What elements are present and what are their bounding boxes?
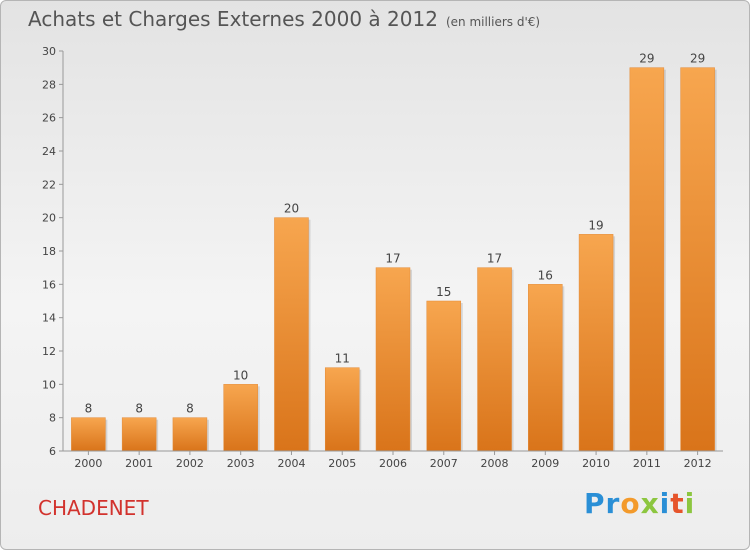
x-tick-label: 2012 — [684, 457, 712, 470]
y-tick-label: 30 — [42, 45, 56, 58]
data-label: 8 — [186, 402, 194, 416]
bar — [223, 384, 258, 452]
bar — [324, 367, 360, 452]
bar — [629, 67, 665, 452]
x-tick-label: 2007 — [430, 457, 458, 470]
y-tick-label: 6 — [49, 445, 56, 458]
x-tick-label: 2004 — [277, 457, 305, 470]
bar — [274, 217, 309, 452]
data-label: 8 — [135, 402, 143, 416]
bars — [71, 67, 717, 452]
logo-letter: i — [684, 487, 696, 520]
x-tick-label: 2010 — [582, 457, 610, 470]
proxiti-logo: Proxiti — [584, 487, 695, 520]
logo-letter: x — [640, 487, 660, 520]
unit-label: (en milliers d'€) — [445, 15, 541, 29]
y-tick-label: 10 — [42, 378, 56, 391]
bar — [121, 417, 157, 452]
y-tick-label: 18 — [42, 245, 56, 258]
logo-letter: t — [670, 487, 685, 520]
data-label: 15 — [436, 285, 451, 299]
x-tick-label: 2000 — [74, 457, 102, 470]
bar — [375, 267, 411, 452]
data-label: 16 — [538, 268, 553, 282]
x-tick-label: 2005 — [328, 457, 356, 470]
data-label: 11 — [335, 352, 350, 366]
y-tick-label: 8 — [49, 412, 56, 425]
title-text: Achats et Charges Externes 2000 à 2012 — [28, 7, 438, 31]
x-tick-label: 2011 — [633, 457, 661, 470]
x-tick-label: 2008 — [481, 457, 509, 470]
bar — [71, 417, 106, 452]
data-label: 29 — [639, 52, 654, 66]
data-label: 17 — [487, 252, 502, 266]
y-axis: 6 8 10 12 14 16 18 20 22 24 26 28 30 — [42, 45, 64, 458]
bar — [477, 267, 512, 452]
y-tick-label: 14 — [42, 312, 56, 325]
bar — [172, 417, 208, 452]
logo-letter: o — [620, 487, 641, 520]
x-tick-label: 2002 — [176, 457, 204, 470]
x-tick-label: 2001 — [125, 457, 153, 470]
bar — [680, 67, 715, 452]
bar — [578, 234, 614, 452]
data-label: 17 — [385, 252, 400, 266]
data-labels: 8 8 8 10 20 11 17 15 17 16 19 29 29 — [85, 52, 706, 416]
y-tick-label: 20 — [42, 212, 56, 225]
data-label: 29 — [690, 52, 705, 66]
data-label: 20 — [284, 202, 299, 216]
y-tick-label: 26 — [42, 112, 56, 125]
logo-letter: r — [605, 487, 621, 520]
bar — [426, 300, 462, 452]
y-tick-label: 22 — [42, 178, 56, 191]
logo-letter: i — [659, 487, 671, 520]
x-tick-label: 2003 — [227, 457, 255, 470]
logo-letter: P — [584, 487, 606, 520]
city-name: CHADENET — [38, 496, 149, 520]
chart-title: Achats et Charges Externes 2000 à 2012 (e… — [28, 7, 540, 31]
x-tick-label: 2009 — [531, 457, 559, 470]
x-axis: 2000 2001 2002 2003 2004 2005 2006 2007 2008 2009… — [63, 450, 723, 470]
data-label: 19 — [588, 218, 603, 232]
x-tick-label: 2006 — [379, 457, 407, 470]
bar — [528, 284, 563, 452]
y-tick-label: 12 — [42, 345, 56, 358]
y-tick-label: 24 — [42, 145, 56, 158]
y-tick-label: 16 — [42, 278, 56, 291]
data-label: 10 — [233, 368, 248, 382]
y-tick-label: 28 — [42, 78, 56, 91]
data-label: 8 — [85, 402, 93, 416]
